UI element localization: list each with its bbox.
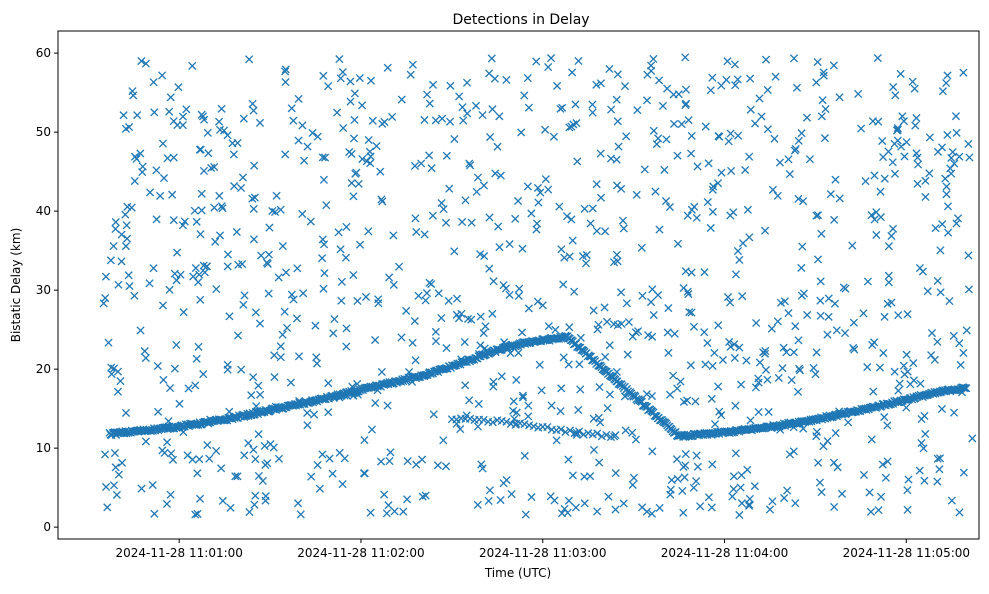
y-tick-label: 50 xyxy=(36,125,51,139)
x-axis-label: Time (UTC) xyxy=(484,566,551,580)
y-tick-label: 30 xyxy=(36,283,51,297)
y-tick-label: 20 xyxy=(36,362,51,376)
chart-title: Detections in Delay xyxy=(452,12,589,28)
x-tick-label: 2024-11-28 11:01:00 xyxy=(115,546,242,560)
x-tick-label: 2024-11-28 11:02:00 xyxy=(297,546,424,560)
y-tick-label: 40 xyxy=(36,204,51,218)
y-tick-label: 60 xyxy=(36,46,51,60)
x-tick-label: 2024-11-28 11:03:00 xyxy=(479,546,606,560)
y-axis-label: Bistatic Delay (km) xyxy=(9,228,23,343)
x-tick-label: 2024-11-28 11:05:00 xyxy=(843,546,970,560)
y-tick-label: 10 xyxy=(36,441,51,455)
x-tick-label: 2024-11-28 11:04:00 xyxy=(661,546,788,560)
y-tick-label: 0 xyxy=(43,520,51,534)
